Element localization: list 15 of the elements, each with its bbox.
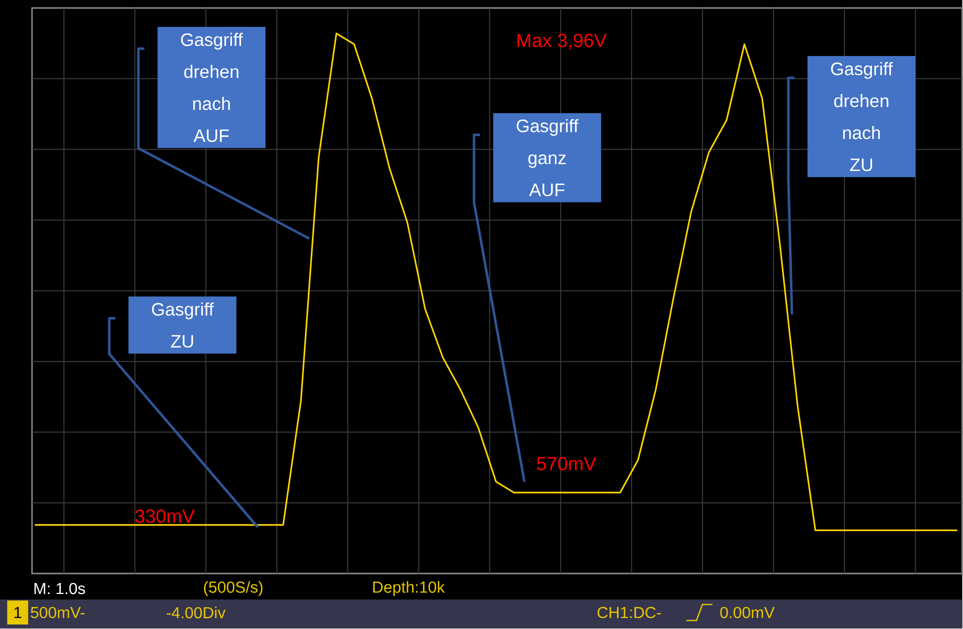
annotation: Max 3,96V — [518, 34, 607, 50]
text: CH1:DC- — [598, 607, 661, 618]
text: 0.00mV — [720, 607, 775, 618]
text: (500S/s) — [204, 581, 262, 596]
annotation: 570mV — [536, 457, 596, 471]
text: -4.00Div — [166, 606, 226, 619]
text: M: 1.0s — [34, 583, 86, 594]
text: 1 — [14, 607, 22, 618]
annotation: Gasgriff ganz AUF — [516, 119, 578, 196]
text: Depth:10k — [373, 581, 445, 596]
text: 500mV- — [30, 607, 85, 618]
annotation: 330mV — [135, 510, 195, 524]
annotation: Gasgriff ZU — [152, 302, 214, 348]
annotation: Gasgriff drehen nach ZU — [831, 62, 893, 172]
annotation: Gasgriff drehen nach AUF — [181, 33, 243, 142]
